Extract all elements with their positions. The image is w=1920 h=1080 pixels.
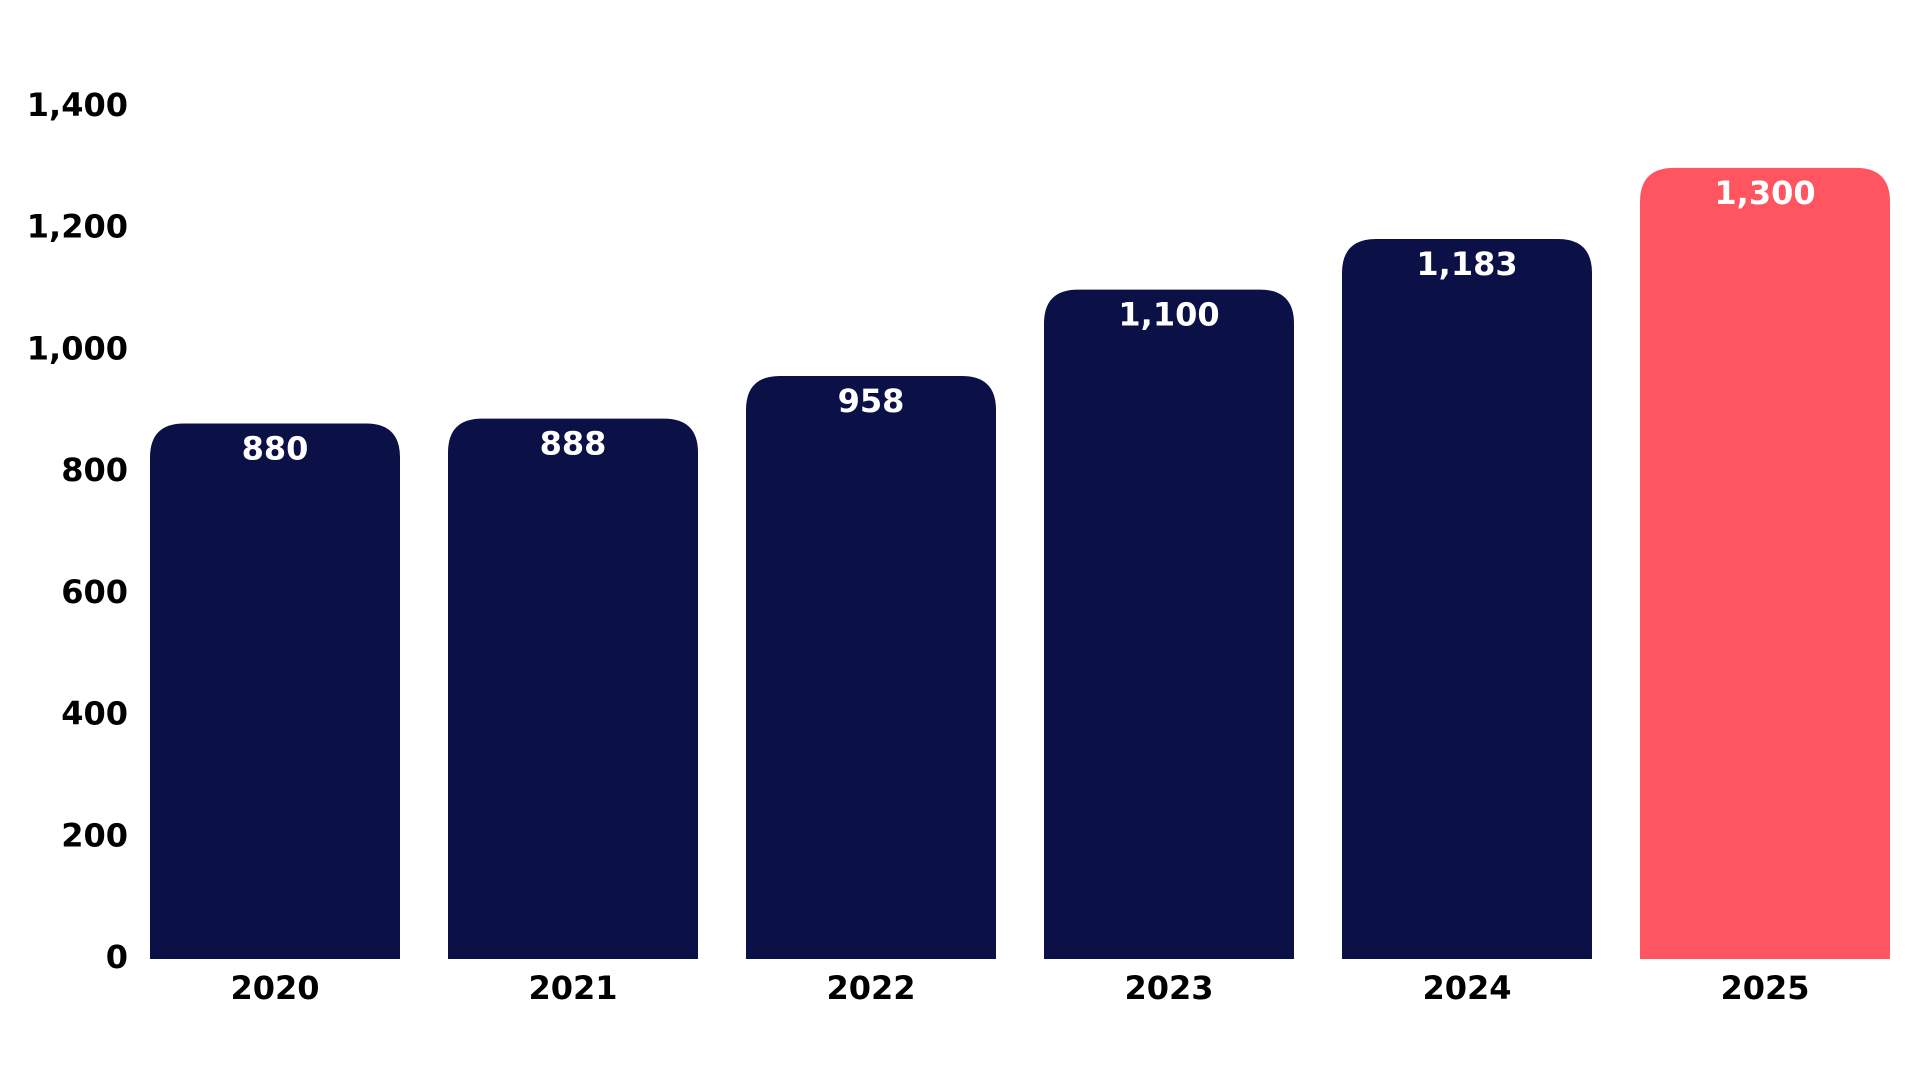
bar (746, 375, 996, 959)
y-tick-label: 600 (61, 573, 128, 611)
x-tick-label: 2024 (1422, 969, 1511, 1007)
value-label: 888 (540, 425, 607, 463)
value-label: 1,100 (1118, 296, 1219, 334)
value-label: 1,300 (1714, 174, 1815, 212)
bar (448, 418, 698, 959)
value-label: 958 (838, 382, 905, 420)
value-label: 880 (242, 429, 309, 467)
y-tick-label: 1,000 (27, 329, 128, 367)
y-tick-label: 200 (61, 816, 128, 854)
x-tick-label: 2025 (1720, 969, 1809, 1007)
value-label: 1,183 (1416, 245, 1517, 283)
x-tick-label: 2022 (826, 969, 915, 1007)
bar (150, 423, 400, 959)
y-tick-label: 800 (61, 451, 128, 489)
y-tick-label: 1,200 (27, 208, 128, 246)
y-tick-label: 0 (106, 938, 128, 976)
x-tick-label: 2020 (230, 969, 319, 1007)
x-tick-label: 2021 (528, 969, 617, 1007)
y-tick-label: 400 (61, 695, 128, 733)
bar (1640, 167, 1890, 959)
bar (1044, 289, 1294, 960)
x-tick-label: 2023 (1124, 969, 1213, 1007)
bar (1342, 239, 1592, 959)
y-tick-label: 1,400 (27, 86, 128, 124)
